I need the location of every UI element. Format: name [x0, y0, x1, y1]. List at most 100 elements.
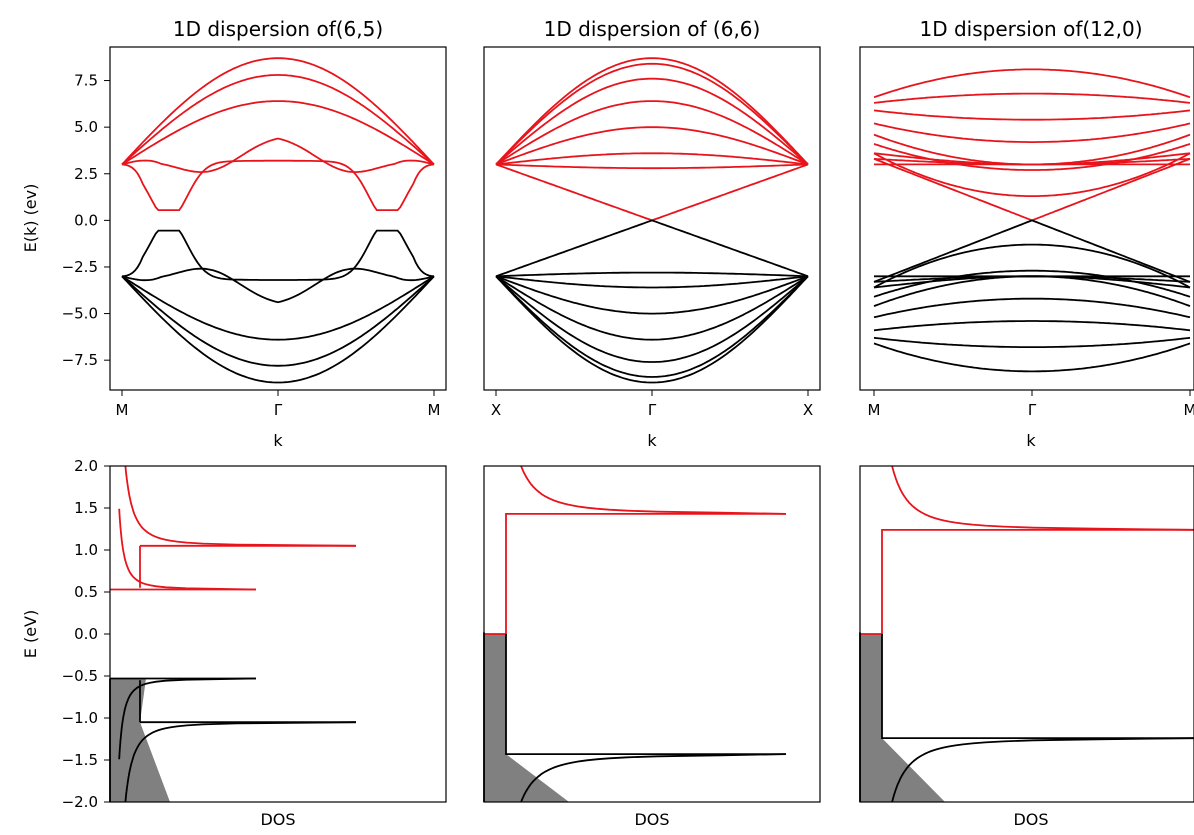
- axes-frame-bottom-1: [109, 465, 447, 803]
- conduction-band: [873, 122, 1191, 143]
- vhs-tail: [124, 721, 357, 803]
- valence-band-flat: [873, 275, 1191, 289]
- ytick-label: −7.5: [62, 351, 98, 369]
- valence-band: [873, 342, 1191, 373]
- conduction-band: [121, 100, 435, 166]
- panel-bottom-3: DOS: [859, 465, 1194, 829]
- conduction-band: [873, 152, 1191, 197]
- xtick-label: M: [1184, 401, 1194, 419]
- conduction-band: [873, 143, 1191, 171]
- vhs-tail: [124, 465, 357, 547]
- ytick-label: 1.5: [74, 499, 98, 517]
- valence-band: [495, 275, 809, 315]
- valence-band: [495, 275, 809, 341]
- conduction-band: [873, 133, 1191, 166]
- axes-frame-top-3: [859, 46, 1194, 391]
- conduction-band: [873, 109, 1191, 121]
- conduction-band: [495, 62, 809, 166]
- ytick-label: −2.5: [62, 258, 98, 276]
- conduction-band: [495, 77, 809, 166]
- conduction-band: [121, 74, 435, 166]
- valence-band: [121, 275, 435, 384]
- conduction-band: [873, 92, 1191, 104]
- valence-band: [873, 269, 1191, 298]
- xtick-label: X: [803, 401, 813, 419]
- yticks-top-1: 7.5 5.0 2.5 0.0 −2.5 −5.0 −7.5: [62, 72, 110, 369]
- valence-band: [121, 275, 435, 367]
- valence-band: [495, 275, 809, 384]
- vhs-tail: [118, 508, 257, 591]
- ytick-label: 2.0: [74, 457, 98, 475]
- valence-fill: [860, 634, 945, 802]
- xtick-label: Γ: [274, 401, 283, 419]
- xlabel-bottom-2: DOS: [634, 810, 669, 829]
- xtick-label: M: [868, 401, 881, 419]
- xtick-label: X: [491, 401, 501, 419]
- xtick-label: Γ: [648, 401, 657, 419]
- title-top-2: 1D dispersion of (6,6): [544, 17, 761, 41]
- ytick-label: −0.5: [62, 667, 98, 685]
- ytick-label: −5.0: [62, 305, 98, 323]
- conduction-step: [860, 528, 1194, 635]
- ytick-label: 5.0: [74, 118, 98, 136]
- valence-band: [873, 336, 1191, 348]
- title-top-3: 1D dispersion of(12,0): [919, 17, 1142, 41]
- ytick-label: −1.5: [62, 751, 98, 769]
- panel-top-3: 1D dispersion of(12,0) M Γ M k: [859, 17, 1194, 450]
- valence-band: [121, 275, 435, 341]
- valence-fill: [484, 634, 569, 802]
- conduction-band: [495, 163, 809, 170]
- ytick-label: 0.0: [74, 211, 98, 229]
- curves-top-3: [873, 68, 1191, 373]
- conduction-band: [873, 68, 1191, 99]
- conduction-band: [495, 152, 809, 166]
- ytick-label: −2.0: [62, 793, 98, 811]
- panel-bottom-2: DOS: [483, 465, 821, 829]
- ytick-label: −1.0: [62, 709, 98, 727]
- conduction-band: [495, 126, 809, 166]
- valence-band: [873, 297, 1191, 319]
- xtick-label: Γ: [1028, 401, 1037, 419]
- xlabel-bottom-3: DOS: [1013, 810, 1048, 829]
- axes-frame-bottom-3: [859, 465, 1194, 803]
- axes-frame-top-1: [109, 46, 447, 391]
- ytick-label: 1.0: [74, 541, 98, 559]
- conduction-band: [121, 57, 435, 166]
- conduction-step: [484, 512, 786, 635]
- xtick-label: M: [116, 401, 129, 419]
- vhs-tail: [520, 465, 787, 515]
- vhs-tail: [520, 753, 787, 803]
- ylabel-bottom-1: E (eV): [21, 610, 40, 658]
- vhs-tail: [891, 737, 1194, 802]
- conduction-band-dip: [121, 137, 435, 174]
- ytick-label: 2.5: [74, 165, 98, 183]
- panel-top-1: 1D dispersion of(6,5) 7.5 5.0 2.5 0.0 −2.5 −5…: [21, 17, 447, 450]
- ytick-label: 7.5: [74, 72, 98, 90]
- dos-bottom-1: [109, 465, 357, 803]
- conduction-band-crossing: [873, 157, 1191, 222]
- xlabel-bottom-1: DOS: [260, 810, 295, 829]
- conduction-band: [495, 100, 809, 166]
- valence-step: [881, 634, 1194, 740]
- conduction-band-flat: [873, 152, 1191, 166]
- conduction-band-dip: [121, 159, 435, 211]
- valence-band-crossing: [495, 219, 809, 278]
- ytick-label: 0.5: [74, 583, 98, 601]
- curves-top-2: [495, 57, 809, 384]
- panel-bottom-1: 2.0 1.5 1.0 0.5 0.0 −0.5 −1.0 −1.5 −2.0 DOS E (e…: [21, 457, 447, 829]
- valence-band-dip: [121, 267, 435, 304]
- ylabel-top-1: E(k) (ev): [21, 184, 40, 253]
- dos-bottom-3: [859, 466, 1194, 802]
- xlabel-top-2: k: [647, 431, 657, 450]
- valence-band: [873, 275, 1191, 307]
- vhs-tail: [891, 466, 1194, 531]
- valence-band-crossing: [873, 219, 1191, 283]
- axes-frame-bottom-2: [483, 465, 821, 803]
- xlabel-top-3: k: [1026, 431, 1036, 450]
- valence-band-dip: [121, 229, 435, 281]
- xlabel-top-1: k: [273, 431, 283, 450]
- valence-band: [495, 271, 809, 278]
